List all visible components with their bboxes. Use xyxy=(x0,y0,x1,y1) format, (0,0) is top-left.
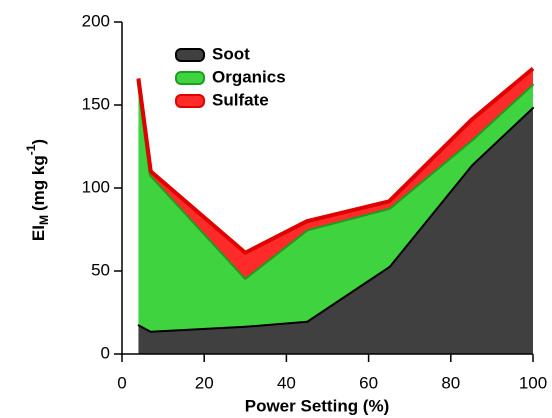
legend-swatch xyxy=(175,48,205,62)
y-tick-label: 200 xyxy=(82,11,110,30)
y-axis-label: EIM(mg kg-1) xyxy=(24,139,51,241)
area-edge xyxy=(136,66,535,255)
legend-label: Soot xyxy=(212,44,250,63)
legend-label: Sulfate xyxy=(212,90,269,109)
x-tick-label: 100 xyxy=(519,373,547,392)
y-tick-label: 0 xyxy=(101,343,110,362)
x-tick-label: 0 xyxy=(117,373,126,392)
legend: Soot Organics Sulfate xyxy=(175,44,286,109)
legend-swatch xyxy=(175,94,205,108)
y-tick-label: 50 xyxy=(91,260,110,279)
y-tick-label: 100 xyxy=(82,177,110,196)
legend-label: Organics xyxy=(212,67,286,86)
legend-swatch xyxy=(175,71,205,85)
area xyxy=(138,80,533,331)
x-tick-label: 80 xyxy=(441,373,460,392)
x-tick-label: 60 xyxy=(359,373,378,392)
x-tick-label: 40 xyxy=(277,373,296,392)
x-axis-label: Power Setting (%) xyxy=(245,396,390,415)
y-tick-label: 150 xyxy=(82,94,110,113)
area xyxy=(138,106,533,354)
x-tick-label: 20 xyxy=(195,373,214,392)
